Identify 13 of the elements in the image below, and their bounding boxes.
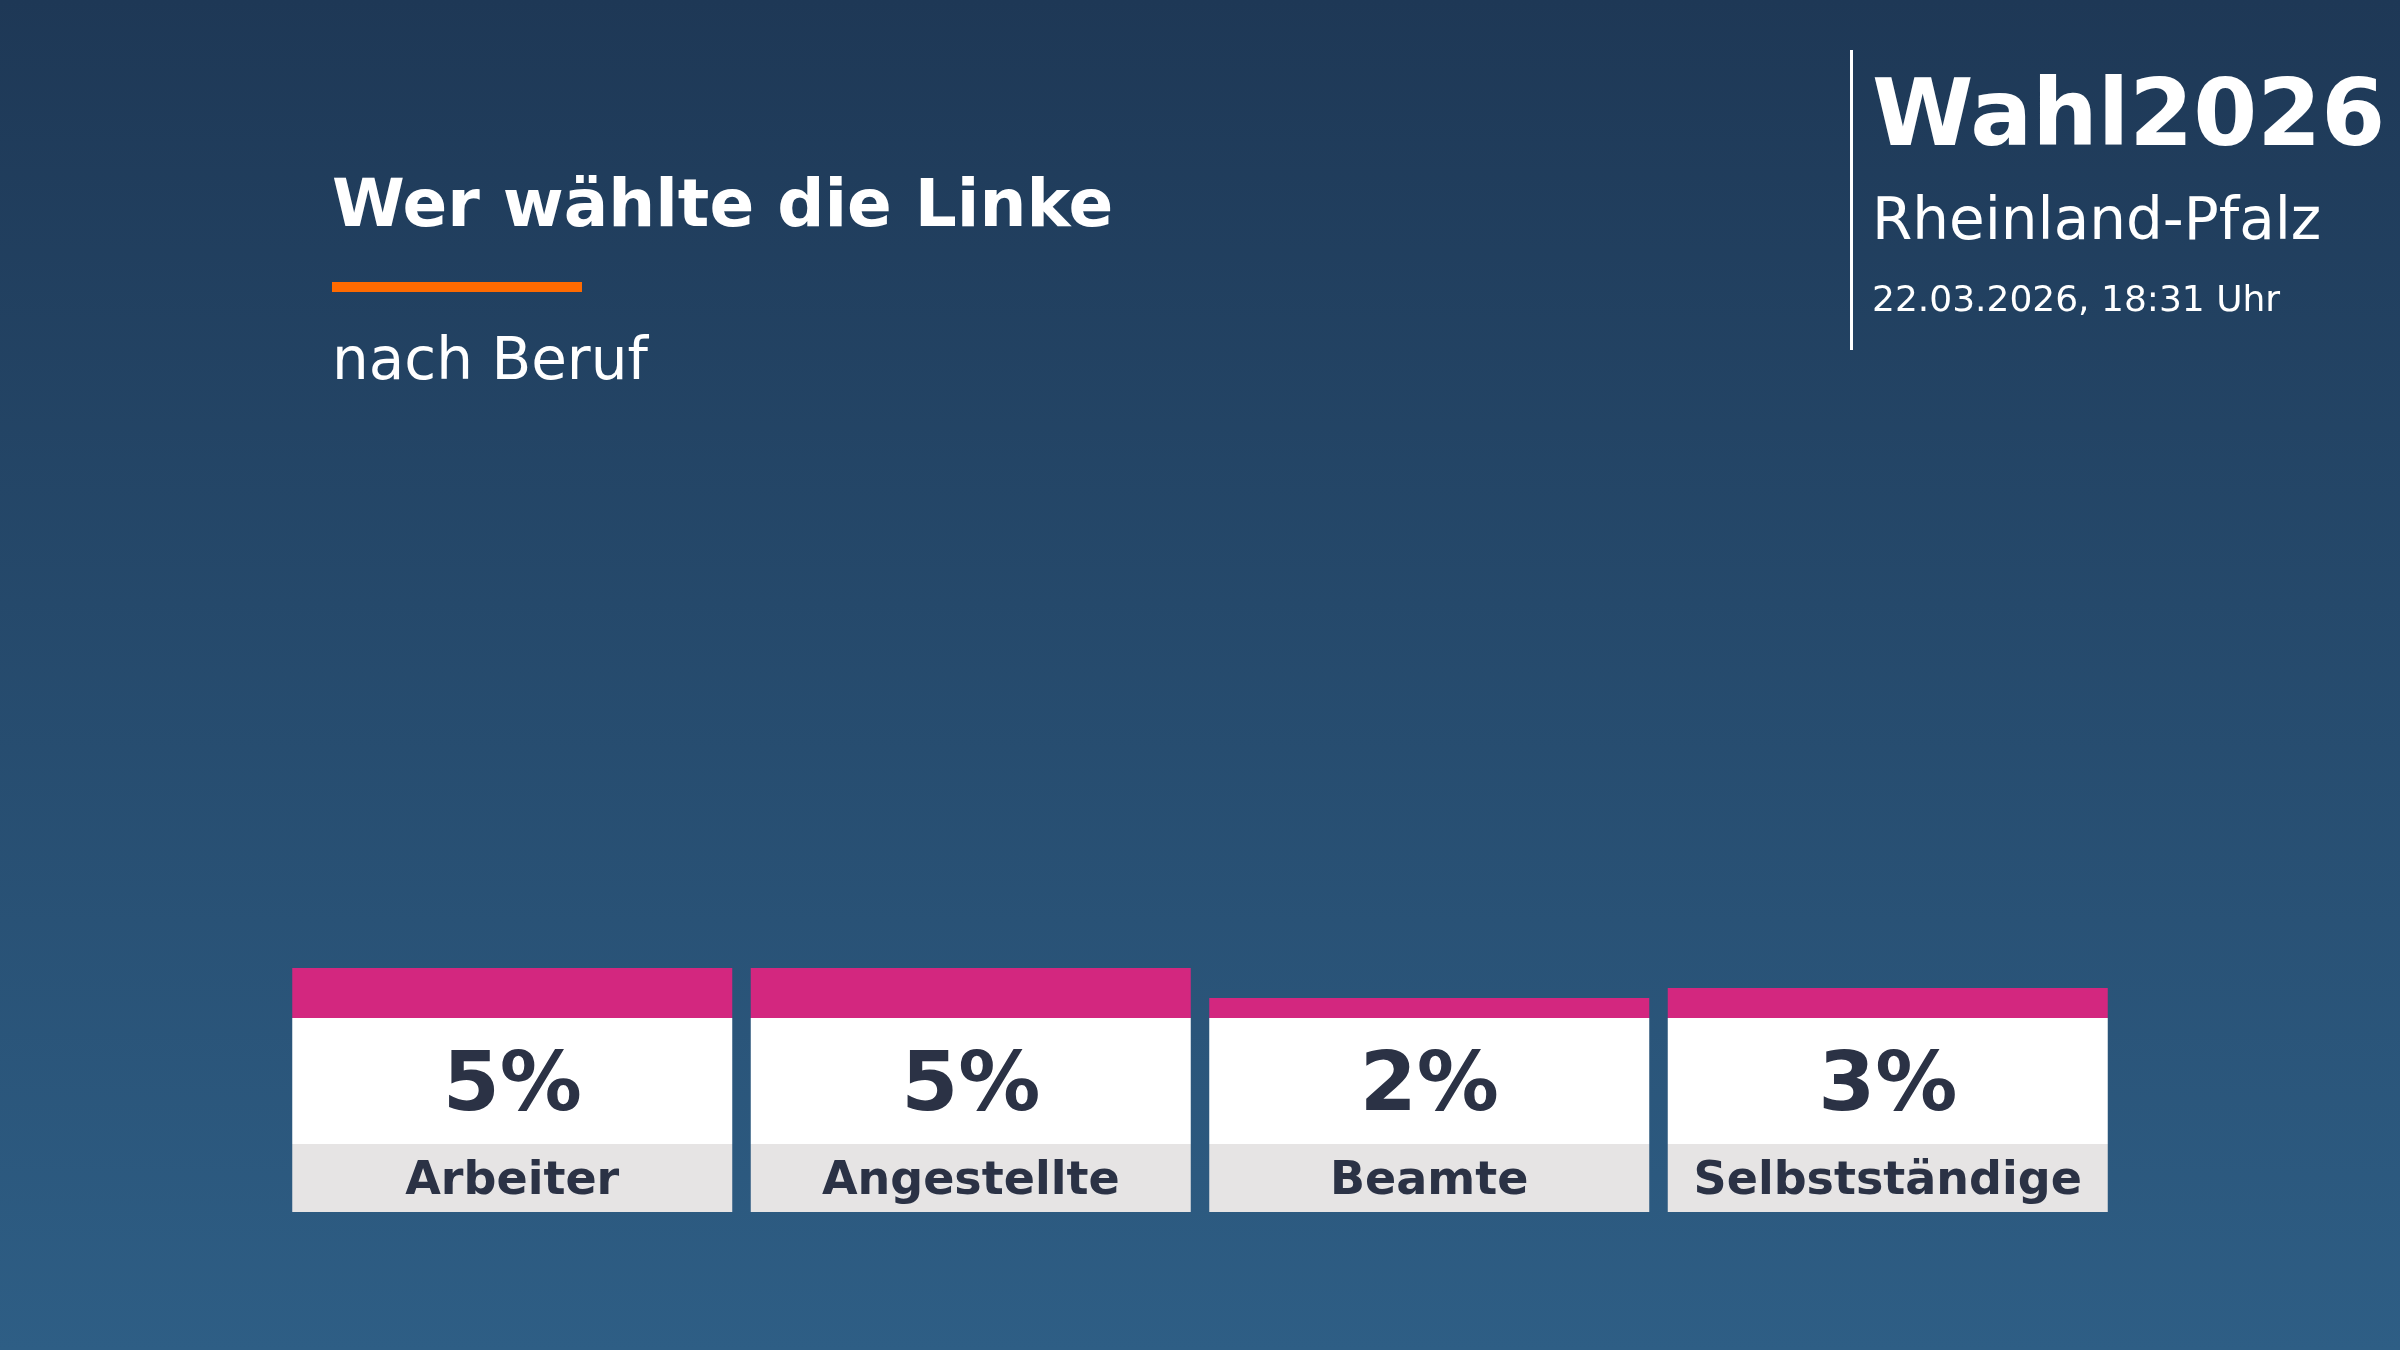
text: 22.03.2026, 18:31 Uhr <box>1872 278 2281 319</box>
x-tick-label: Selbstständige <box>1693 1151 2082 1205</box>
chart-subtitle: nach Beruf <box>332 325 648 393</box>
data-label: 3% <box>1818 1033 1958 1129</box>
data-label: 5% <box>442 1033 582 1129</box>
x-tick-label: Angestellte <box>821 1151 1120 1205</box>
x-tick-label: Arbeiter <box>405 1151 620 1205</box>
data-label: 5% <box>901 1033 1041 1129</box>
text: Wahl2026 <box>1872 60 2386 167</box>
chart-title: Wer wählte die Linke <box>332 165 1114 242</box>
text: Rheinland-Pfalz <box>1872 185 2322 253</box>
data-label: 2% <box>1359 1033 1499 1129</box>
x-tick-label: Beamte <box>1330 1151 1529 1205</box>
